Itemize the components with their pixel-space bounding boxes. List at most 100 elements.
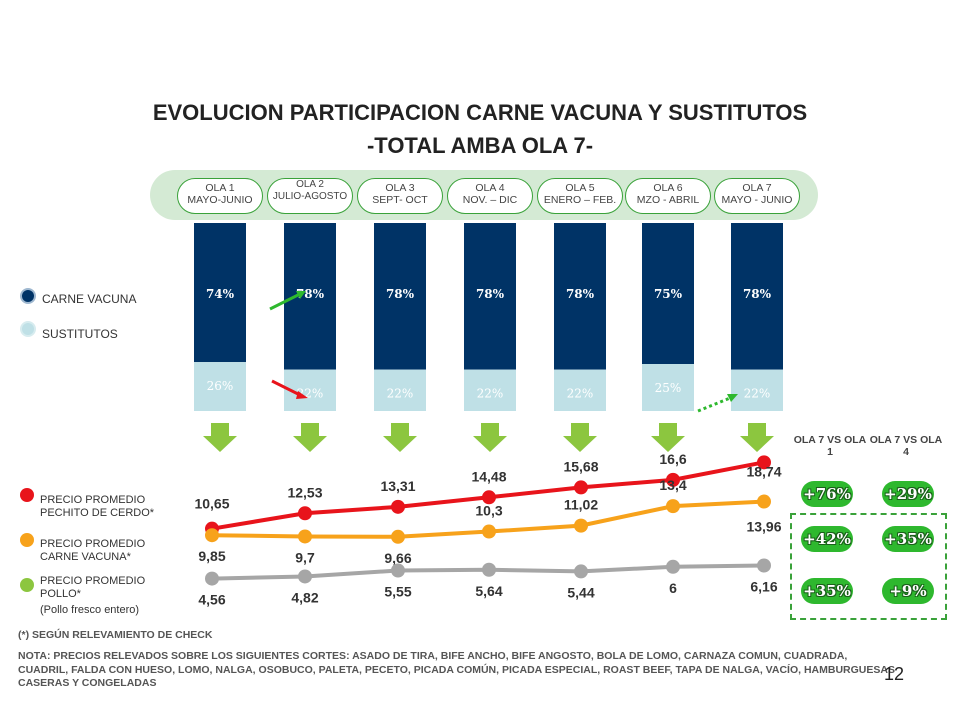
bar-beef-6 [642,223,694,364]
footnote: (*) SEGÚN RELEVAMIENTO DE CHECK [18,629,213,641]
price-label: 14,48 [471,468,506,484]
price-label: 15,68 [563,458,598,474]
price-point [757,494,771,509]
bar-substitutes-6 [642,364,694,411]
bar-label-beef: 75% [654,287,683,301]
price-point [298,506,312,521]
price-label: 10,3 [475,503,502,519]
down-arrow-icon [293,423,327,452]
price-point [666,559,680,574]
bar-substitutes-1 [194,362,246,411]
legend-dot-pork [20,488,34,502]
price-label: 6,16 [750,578,777,594]
bar-beef-1 [194,223,246,363]
price-point [482,524,496,539]
down-arrow-icon [383,423,417,452]
chart-subtitle: -TOTAL AMBA OLA 7- [366,133,594,158]
down-arrow-icon [203,423,237,452]
legend-label-chicken: PRECIO PROMEDIO POLLO* [40,575,146,600]
trend-arrow-up-icon [269,291,306,311]
price-label: 11,02 [564,497,598,513]
price-label: 5,44 [567,584,594,600]
legend-label-substitutes: SUSTITUTOS [42,327,118,341]
legend-label-pork: PRECIO PROMEDIO PECHITO DE CERDO* [40,494,155,519]
price-label: 12,53 [287,484,322,500]
wave-pill-period: MAYO-JUNIO [187,194,253,206]
price-label: 9,66 [384,550,411,566]
price-point [205,528,219,543]
down-arrow-icon [473,423,507,452]
bar-label-substitutes: 22% [387,387,414,401]
price-label: 18,74 [746,463,781,479]
price-point [574,564,588,579]
price-point [574,480,588,495]
price-label: 13,96 [746,519,781,535]
badge-beef-vs-ola4: +35% [882,526,934,552]
down-arrow-icon [740,423,774,452]
chart-title: EVOLUCION PARTICIPACION CARNE VACUNA Y S… [152,100,808,125]
bar-label-substitutes: 22% [477,387,504,401]
legend-dot-substitutes [22,323,34,335]
price-point [391,563,405,578]
wave-pill-title: OLA 5 [565,182,595,194]
wave-pill-title: OLA 6 [653,182,683,194]
wave-pill-6: OLA 6 MZO - ABRIL [625,178,711,214]
wave-pill-7: OLA 7 MAYO - JUNIO [714,178,800,214]
price-label: 9,7 [295,549,315,565]
wave-pill-title: OLA 4 [475,182,505,194]
bar-substitutes-7 [731,369,783,411]
price-label: 13,31 [380,478,415,494]
wave-pill-5: OLA 5 ENERO – FEB. [537,178,623,214]
legend-dot-beef [22,290,34,302]
wave-pill-period: ENERO – FEB. [543,194,617,206]
trend-arrow-dotted-icon [697,394,738,413]
bar-beef-7 [731,223,783,370]
price-point [574,518,588,533]
comparison-head-ola7-vs-ola4: OLA 7 VS OLA 4 [869,434,943,458]
cuts-note: NOTA: PRECIOS RELEVADOS SOBRE LOS SIGUIE… [18,650,895,689]
wave-pill-period: MAYO - JUNIO [721,194,793,206]
bar-substitutes-3 [374,369,426,411]
comparison-highlight-box [790,513,947,620]
price-label: 5,64 [475,583,502,599]
price-point [482,490,496,505]
wave-pill-title: OLA 1 [205,182,235,194]
page-number: 12 [884,664,905,684]
badge-chicken-vs-ola4: +9% [882,578,934,604]
wave-pill-title: OLA 3 [385,182,415,194]
price-label: 6 [669,580,677,596]
wave-pill-3: OLA 3 SEPT- OCT [357,178,443,214]
legend-label-chicken-note: (Pollo fresco entero) [40,604,140,616]
price-point [391,499,405,514]
badge-chicken-vs-ola1: +35% [801,578,853,604]
price-label: 13,4 [659,477,686,493]
price-label: 5,55 [384,583,411,599]
price-label: 4,82 [291,589,318,605]
wave-pill-2: OLA 2 JULIO-AGOSTO [267,178,353,214]
down-arrow-icon [651,423,685,452]
bar-label-beef: 74% [206,287,235,301]
wave-pill-4: OLA 4 NOV. – DIC [447,178,533,214]
badge-pork-vs-ola4: +29% [882,481,934,507]
price-point [482,562,496,577]
price-point [757,455,771,470]
bar-label-substitutes: 22% [744,387,771,401]
price-point [205,571,219,586]
price-point [666,499,680,514]
bar-label-substitutes: 25% [655,381,682,395]
price-label: 4,56 [198,592,225,608]
wave-pill-period: MZO - ABRIL [636,194,700,206]
comparison-head-ola7-vs-ola1: OLA 7 VS OLA 1 [793,434,867,458]
legend-dot-beef-price [20,533,34,547]
wave-pill-1: OLA 1 MAYO-JUNIO [177,178,263,214]
bar-beef-4 [464,223,516,370]
price-label: 10,65 [194,496,229,512]
bar-label-beef: 78% [296,287,325,301]
bar-label-substitutes: 26% [207,379,234,393]
wave-pill-period: SEPT- OCT [372,194,428,206]
bar-label-beef: 78% [476,287,505,301]
bar-beef-5 [554,223,606,370]
bar-substitutes-5 [554,369,606,411]
